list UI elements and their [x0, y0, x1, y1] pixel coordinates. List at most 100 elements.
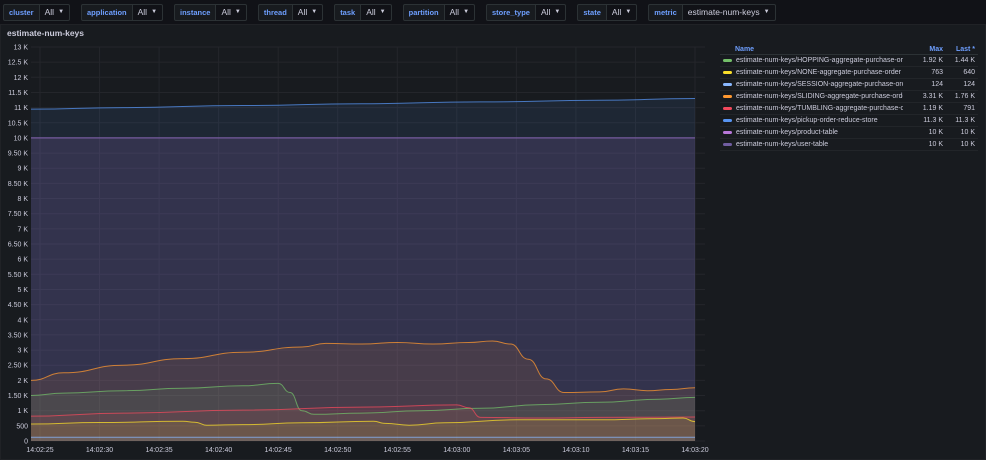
legend-max-value: 11.3 K	[923, 117, 943, 124]
variable-value: All	[44, 6, 55, 17]
legend-series-name: estimate-num-keys/TUMBLING-aggregate-pur…	[720, 103, 903, 114]
y-tick-label: 2 K	[17, 378, 28, 385]
legend-max-value: 3.31 K	[922, 93, 943, 100]
legend-row[interactable]: estimate-num-keys/product-table 10 K 10 K	[720, 127, 978, 139]
y-tick-label: 3.50 K	[8, 332, 29, 339]
y-tick-label: 3 K	[17, 348, 28, 355]
series-area	[31, 404, 695, 441]
variable-metric: metric estimate-num-keys ▼	[648, 3, 776, 21]
variable-partition: partition All ▼	[402, 3, 476, 21]
variable-value: All	[137, 6, 148, 17]
variable-select[interactable]: All ▼	[132, 3, 164, 21]
series-line[interactable]	[30, 417, 696, 426]
series-line[interactable]	[30, 98, 696, 110]
variable-value: All	[449, 6, 460, 17]
series-color-swatch[interactable]	[723, 107, 732, 110]
variable-select[interactable]: All ▼	[39, 3, 71, 21]
variable-cluster: cluster All ▼	[3, 3, 71, 21]
series-color-swatch[interactable]	[723, 131, 732, 134]
series-color-swatch[interactable]	[723, 143, 732, 146]
legend-row[interactable]: estimate-num-keys/HOPPING-aggregate-purc…	[720, 55, 978, 67]
chevron-down-icon: ▼	[151, 8, 158, 15]
legend-last-value: 1.44 K	[954, 57, 975, 64]
panel: estimate-num-keys	[0, 24, 986, 460]
legend-header-max[interactable]: Max	[929, 46, 943, 53]
panel-title: estimate-num-keys	[7, 28, 85, 38]
legend-row[interactable]: estimate-num-keys/TUMBLING-aggregate-pur…	[720, 103, 978, 115]
y-tick-label: 10 K	[14, 135, 29, 142]
variable-select[interactable]: All ▼	[216, 3, 247, 21]
variable-select[interactable]: estimate-num-keys ▼	[682, 3, 776, 21]
variable-select[interactable]: All ▼	[535, 3, 567, 21]
series-color-swatch[interactable]	[723, 59, 732, 62]
series-line[interactable]	[30, 404, 696, 419]
x-tick-label: 14:03:20	[681, 447, 708, 454]
y-tick-label: 0	[24, 439, 28, 446]
legend-max-value: 763	[931, 69, 943, 76]
y-tick-label: 11 K	[14, 105, 28, 112]
x-tick-label: 14:02:25	[26, 447, 53, 454]
series-color-swatch[interactable]	[723, 71, 732, 74]
legend-last-value: 640	[963, 69, 975, 76]
x-tick-label: 14:03:00	[443, 447, 470, 454]
y-tick-label: 10.5 K	[8, 120, 29, 127]
variable-select[interactable]: All ▼	[606, 3, 638, 21]
y-tick-label: 13 K	[14, 45, 29, 52]
variable-label: cluster	[3, 3, 40, 21]
legend-series-label: estimate-num-keys/HOPPING-aggregate-purc…	[736, 56, 903, 64]
variable-thread: thread All ▼	[257, 3, 324, 21]
legend-series-name: estimate-num-keys/user-table	[720, 139, 903, 150]
series-color-swatch[interactable]	[723, 83, 732, 86]
legend-series-name: estimate-num-keys/NONE-aggregate-purchas…	[720, 67, 903, 78]
chevron-down-icon: ▼	[58, 8, 65, 15]
variable-select[interactable]: All ▼	[361, 3, 392, 21]
legend-max-value: 124	[931, 81, 943, 88]
legend-series-label: estimate-num-keys/SLIDING-aggregate-purc…	[736, 92, 903, 100]
variable-task: task All ▼	[334, 3, 392, 21]
legend-table: Name Max Last * estimate-num-keys/HOPPIN…	[720, 44, 978, 151]
series-line[interactable]	[30, 382, 696, 415]
x-tick-label: 14:02:30	[86, 447, 113, 454]
legend-last-value: 124	[963, 81, 975, 88]
variable-label: thread	[257, 3, 293, 21]
series-area	[31, 98, 695, 441]
legend-row[interactable]: estimate-num-keys/SLIDING-aggregate-purc…	[720, 91, 978, 103]
legend-header-name[interactable]: Name	[735, 45, 755, 53]
legend-series-name: estimate-num-keys/SLIDING-aggregate-purc…	[720, 91, 903, 102]
legend-last-value: 10 K	[960, 129, 975, 136]
y-tick-label: 6 K	[17, 257, 28, 264]
legend-last-value: 791	[963, 105, 975, 112]
legend-series-name: estimate-num-keys/product-table	[720, 127, 903, 138]
x-tick-label: 14:02:40	[205, 447, 232, 454]
legend-header-last[interactable]: Last *	[955, 46, 975, 53]
variable-select[interactable]: All ▼	[444, 3, 476, 21]
y-tick-label: 12.5 K	[8, 60, 29, 67]
series-color-swatch[interactable]	[723, 119, 732, 122]
chevron-down-icon: ▼	[234, 8, 241, 15]
series-area	[31, 137, 695, 441]
series-area	[31, 383, 695, 441]
legend-row[interactable]: estimate-num-keys/pickup-order-reduce-st…	[720, 115, 978, 127]
variable-label: task	[334, 3, 362, 21]
legend-row[interactable]: estimate-num-keys/user-table 10 K 10 K	[720, 139, 978, 151]
series-area	[31, 418, 695, 441]
chevron-down-icon: ▼	[625, 8, 632, 15]
variable-value: All	[366, 6, 376, 17]
variable-value: All	[540, 6, 551, 17]
legend-row[interactable]: estimate-num-keys/SESSION-aggregate-purc…	[720, 79, 978, 91]
y-tick-label: 7 K	[17, 226, 28, 233]
chevron-down-icon: ▼	[554, 8, 561, 15]
variable-label: state	[577, 3, 607, 21]
variable-select[interactable]: All ▼	[292, 3, 324, 21]
legend-series-label: estimate-num-keys/user-table	[736, 140, 829, 148]
variable-label: store_type	[486, 3, 536, 21]
chevron-down-icon: ▼	[463, 8, 470, 15]
legend-max-value: 1.92 K	[922, 57, 943, 64]
series-color-swatch[interactable]	[723, 95, 732, 98]
series-line[interactable]	[30, 340, 696, 394]
variable-value: All	[297, 6, 308, 17]
variable-bar: cluster All ▼ application All ▼ instance All ▼ th…	[0, 0, 986, 24]
legend-row[interactable]: estimate-num-keys/NONE-aggregate-purchas…	[720, 67, 978, 79]
y-tick-label: 6.50 K	[8, 242, 29, 249]
